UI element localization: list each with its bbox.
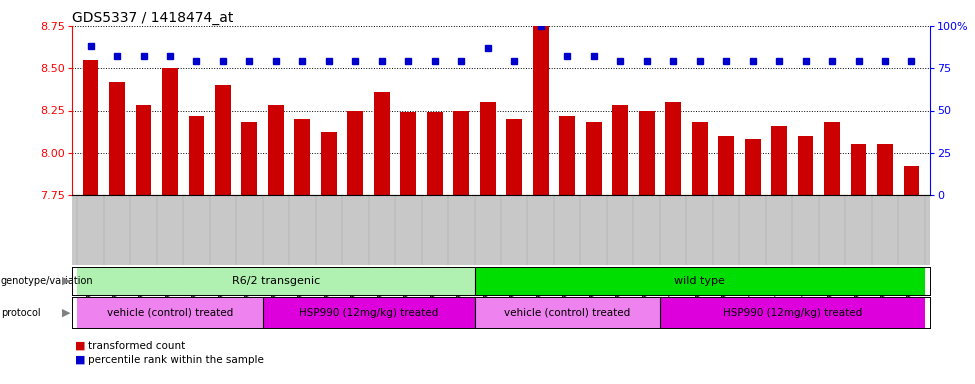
Text: vehicle (control) treated: vehicle (control) treated bbox=[107, 308, 233, 318]
Bar bbox=[612, 106, 628, 195]
Bar bbox=[475, 267, 924, 295]
Text: HSP990 (12mg/kg) treated: HSP990 (12mg/kg) treated bbox=[299, 308, 438, 318]
Bar bbox=[262, 297, 475, 328]
Bar bbox=[586, 122, 602, 195]
Bar bbox=[878, 144, 893, 195]
Bar bbox=[480, 102, 495, 195]
Bar bbox=[532, 26, 549, 195]
Text: percentile rank within the sample: percentile rank within the sample bbox=[88, 355, 263, 365]
Text: transformed count: transformed count bbox=[88, 341, 185, 351]
Bar bbox=[321, 132, 336, 195]
Bar bbox=[215, 85, 231, 195]
Bar bbox=[660, 297, 924, 328]
Bar bbox=[268, 106, 284, 195]
Bar bbox=[798, 136, 813, 195]
Text: wild type: wild type bbox=[674, 276, 725, 286]
Bar bbox=[506, 119, 523, 195]
Bar bbox=[850, 144, 867, 195]
Bar bbox=[691, 122, 708, 195]
Text: protocol: protocol bbox=[1, 308, 41, 318]
Bar bbox=[373, 92, 390, 195]
Text: R6/2 transgenic: R6/2 transgenic bbox=[232, 276, 320, 286]
Bar bbox=[453, 111, 469, 195]
Bar bbox=[475, 297, 660, 328]
Text: GDS5337 / 1418474_at: GDS5337 / 1418474_at bbox=[72, 11, 233, 25]
Bar bbox=[109, 82, 125, 195]
Bar bbox=[904, 166, 919, 195]
Bar bbox=[162, 68, 177, 195]
Text: ■: ■ bbox=[75, 341, 86, 351]
Text: vehicle (control) treated: vehicle (control) treated bbox=[504, 308, 630, 318]
Bar bbox=[719, 136, 734, 195]
Text: ■: ■ bbox=[75, 355, 86, 365]
Bar bbox=[294, 119, 310, 195]
Text: HSP990 (12mg/kg) treated: HSP990 (12mg/kg) treated bbox=[722, 308, 862, 318]
Text: ▶: ▶ bbox=[62, 276, 70, 286]
Bar bbox=[77, 267, 475, 295]
Bar bbox=[347, 111, 364, 195]
Bar bbox=[665, 102, 682, 195]
Bar bbox=[824, 122, 840, 195]
Bar bbox=[83, 60, 98, 195]
Bar bbox=[771, 126, 787, 195]
Bar bbox=[560, 116, 575, 195]
Bar bbox=[188, 116, 205, 195]
Bar bbox=[136, 106, 151, 195]
Text: ▶: ▶ bbox=[62, 308, 70, 318]
Bar bbox=[745, 139, 760, 195]
Bar bbox=[427, 112, 443, 195]
Bar bbox=[639, 111, 654, 195]
Bar bbox=[77, 297, 262, 328]
Text: genotype/variation: genotype/variation bbox=[1, 276, 94, 286]
Bar bbox=[242, 122, 257, 195]
Bar bbox=[401, 112, 416, 195]
